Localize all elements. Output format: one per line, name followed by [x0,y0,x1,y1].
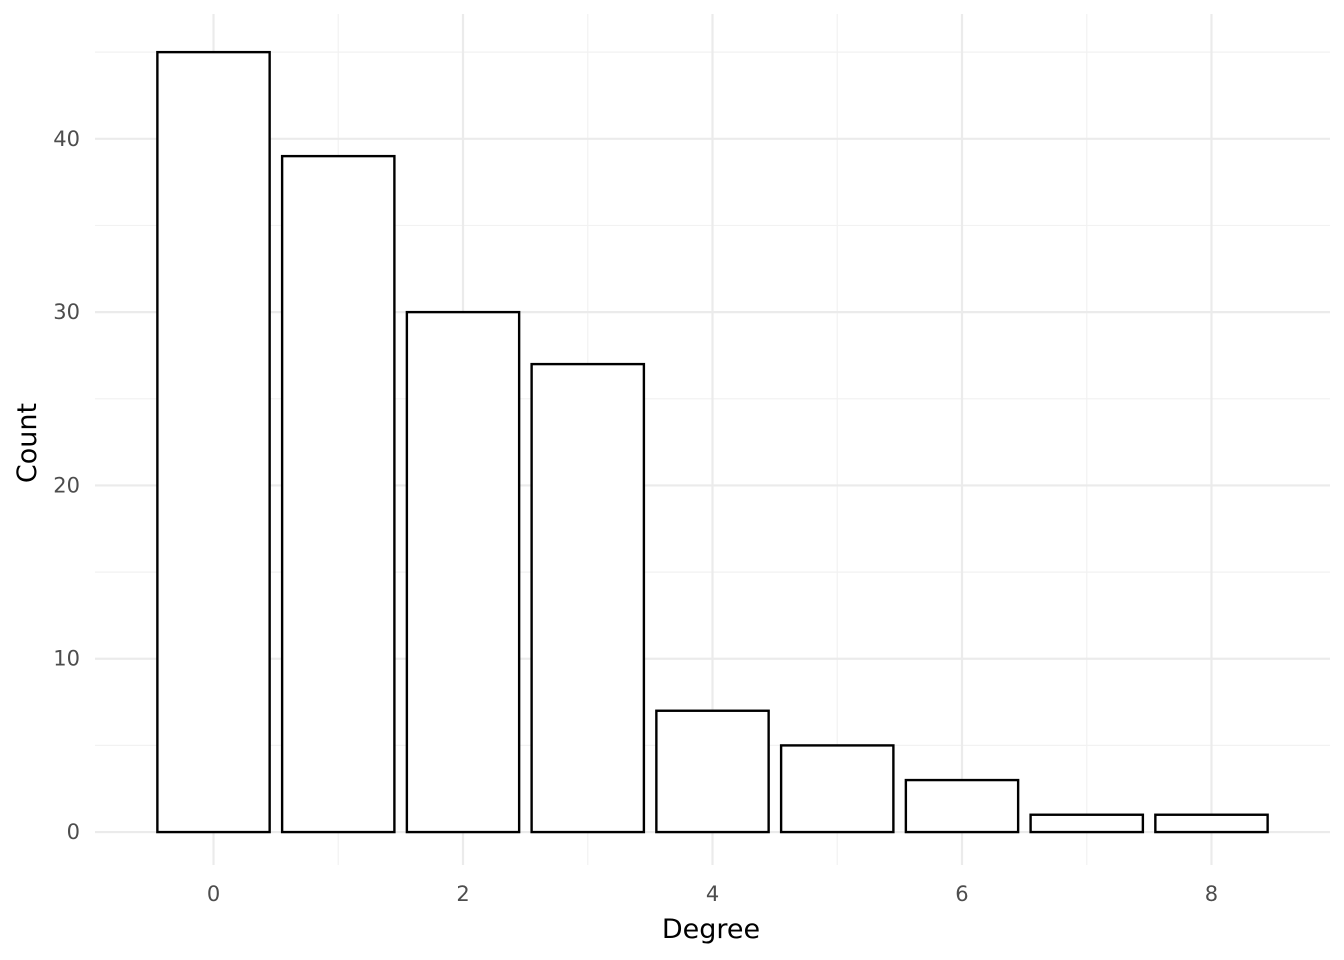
x-tick-label: 6 [955,882,968,906]
x-axis-title: Degree [662,914,760,945]
y-axis-tick-labels: 0 10 20 30 40 [53,127,80,844]
bar-degree-3 [530,362,646,834]
bar-degree-6 [904,778,1020,834]
x-tick-label: 8 [1205,882,1218,906]
bar-degree-7 [1029,813,1145,834]
bar-degree-8 [1154,813,1269,834]
bar-degree-5 [779,744,895,834]
bar-degree-4 [655,709,770,834]
y-tick-label: 40 [53,127,80,151]
x-tick-label: 4 [706,882,719,906]
x-axis-tick-labels: 0 2 4 6 8 [207,882,1218,906]
y-tick-label: 30 [53,300,80,324]
y-tick-label: 0 [67,820,80,844]
y-tick-label: 10 [53,647,80,671]
x-tick-label: 2 [456,882,469,906]
x-tick-label: 0 [207,882,220,906]
y-tick-label: 20 [53,473,80,497]
y-axis-title: Count [12,403,43,483]
bar-degree-2 [405,310,521,834]
bar-degree-1 [280,154,396,834]
bar-degree-0 [156,50,271,834]
bars [156,50,1269,834]
